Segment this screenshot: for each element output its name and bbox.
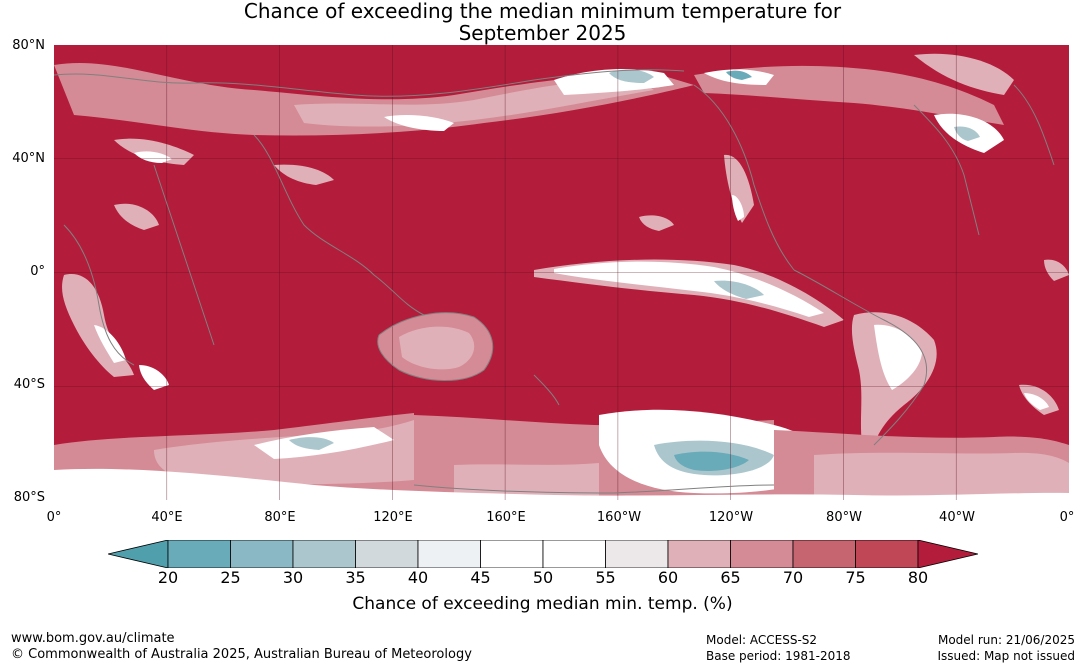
colorbar-segment: [292, 539, 356, 569]
lon-label-40w: 40°W: [939, 510, 975, 525]
lon-label-160w: 160°W: [596, 510, 642, 525]
colorbar-segment: [167, 539, 231, 569]
colorbar-segment: [855, 539, 919, 569]
colorbar-segment: [667, 539, 731, 569]
colorbar-tick-label: 60: [657, 568, 679, 587]
map-title: Chance of exceeding the median minimum t…: [0, 0, 1085, 44]
footer-base-period: Base period: 1981-2018: [706, 649, 851, 663]
colorbar-tick-label: 40: [407, 568, 429, 587]
lon-label-80e: 80°E: [264, 510, 296, 525]
north-america-region: [639, 53, 1014, 231]
colorbar-segment: [230, 539, 294, 569]
lat-label-80n: 80°N: [12, 38, 45, 53]
colorbar: [107, 539, 979, 569]
title-line-1: Chance of exceeding the median minimum t…: [243, 0, 842, 23]
footer-copyright: © Commonwealth of Australia 2025, Austra…: [11, 647, 472, 662]
colorbar-segment: [792, 539, 856, 569]
lon-label-120w: 120°W: [708, 510, 754, 525]
colorbar-label: Chance of exceeding median min. temp. (%…: [352, 594, 733, 614]
colorbar-tick-label: 75: [845, 568, 866, 587]
colorbar-segment: [730, 539, 794, 569]
colorbar-graphic: [107, 539, 979, 569]
colorbar-segment: [605, 539, 669, 569]
footer-url: www.bom.gov.au/climate: [11, 631, 175, 646]
lon-label-0-right: 0°: [1059, 510, 1075, 525]
colorbar-segment: [542, 539, 606, 569]
colorbar-extend-low: [107, 539, 169, 569]
colorbar-tick-label: 25: [220, 568, 241, 587]
colorbar-tick-label: 50: [532, 568, 554, 587]
southern-ocean-region: [54, 409, 1069, 500]
colorbar-segment: [417, 539, 481, 569]
colorbar-tick-label: 80: [907, 568, 929, 587]
lon-label-40e: 40°E: [151, 510, 183, 525]
lon-label-80w: 80°W: [826, 510, 862, 525]
southern-africa-region: [62, 274, 169, 390]
lat-label-80s: 80°S: [13, 490, 45, 505]
colorbar-extend-high: [917, 539, 979, 569]
footer-model-run: Model run: 21/06/2025: [937, 633, 1075, 647]
lat-label-40s: 40°S: [13, 377, 45, 392]
lon-label-120e: 120°E: [373, 510, 413, 525]
colorbar-tick-label: 45: [470, 568, 491, 587]
footer-issued: Issued: Map not issued: [937, 649, 1075, 663]
equatorial-pacific-region: [534, 259, 844, 327]
colorbar-segment: [480, 539, 544, 569]
australia-region: [377, 312, 493, 381]
lon-label-0-left: 0°: [46, 510, 62, 525]
south-america-region: [851, 259, 1069, 445]
colorbar-tick-label: 65: [720, 568, 741, 587]
colorbar-tick-label: 30: [282, 568, 304, 587]
lon-label-160e: 160°E: [486, 510, 526, 525]
footer-model: Model: ACCESS-S2: [706, 633, 818, 647]
map-canvas: [53, 45, 1069, 500]
title-line-2: September 2025: [458, 21, 627, 45]
coastlines: [53, 69, 1055, 494]
colorbar-tick-label: 70: [782, 568, 804, 587]
colorbar-segment: [355, 539, 419, 569]
northern-eurasia-region: [54, 62, 694, 230]
lat-label-0: 0°: [30, 264, 45, 279]
colorbar-tick-label: 35: [345, 568, 366, 587]
colorbar-tick-label: 55: [595, 568, 616, 587]
lat-label-40n: 40°N: [12, 151, 45, 166]
graticule-lines: [54, 45, 1069, 500]
colorbar-tick-label: 20: [157, 568, 179, 587]
probability-map: [53, 45, 1069, 500]
